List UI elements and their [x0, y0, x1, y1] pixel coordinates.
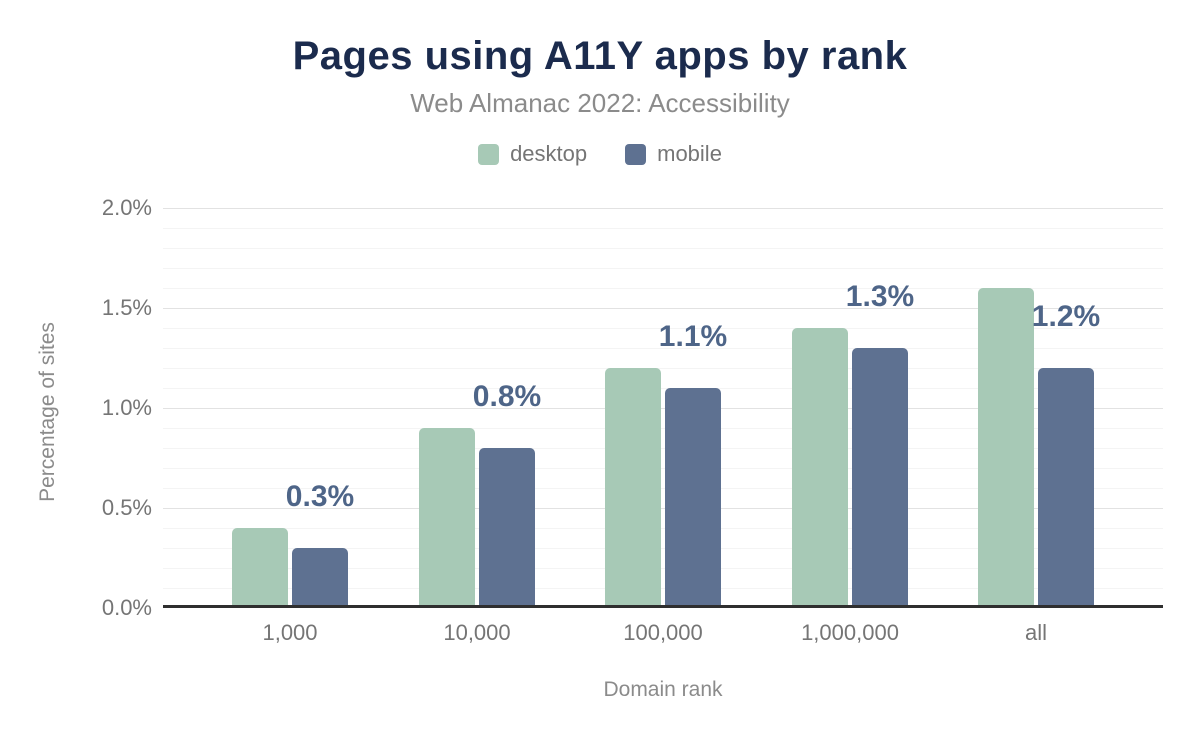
x-tick-label: all: [1024, 620, 1047, 645]
minor-gridline: [163, 268, 1163, 269]
y-tick-label: 1.0%: [101, 395, 152, 420]
minor-gridline: [163, 568, 1163, 569]
y-tick-label: 1.5%: [101, 295, 152, 320]
major-gridline: [163, 508, 1163, 509]
bar-desktop: [605, 368, 661, 608]
mobile-swatch-icon: [625, 143, 647, 165]
bar-mobile: [1038, 368, 1094, 608]
minor-gridline: [163, 228, 1163, 229]
minor-gridline: [163, 488, 1163, 489]
minor-gridline: [163, 548, 1163, 549]
legend-item-mobile: mobile: [625, 141, 722, 167]
y-tick-label: 0.0%: [101, 595, 152, 620]
bar-mobile: [665, 388, 721, 608]
x-tick-label: 1,000: [262, 620, 318, 645]
bar-mobile: [852, 348, 908, 608]
minor-gridline: [163, 328, 1163, 329]
minor-gridline: [163, 248, 1163, 249]
minor-gridline: [163, 428, 1163, 429]
chart-subtitle: Web Almanac 2022: Accessibility: [410, 88, 790, 118]
value-label: 1.1%: [658, 320, 728, 353]
y-tick-label: 2.0%: [101, 195, 152, 220]
value-label: 1.3%: [845, 280, 915, 313]
value-label: 1.2%: [1031, 300, 1101, 333]
bar-mobile: [479, 448, 535, 608]
legend: desktop mobile: [0, 141, 1200, 167]
y-axis-title: Percentage of sites: [36, 322, 59, 502]
minor-gridline: [163, 528, 1163, 529]
legend-item-desktop: desktop: [478, 141, 587, 167]
minor-gridline: [163, 588, 1163, 589]
bar-desktop: [978, 288, 1034, 608]
major-gridline: [163, 408, 1163, 409]
value-label: 0.3%: [285, 480, 355, 513]
value-label: 0.8%: [472, 380, 542, 413]
bar-desktop: [792, 328, 848, 608]
x-tick-label: 1,000,000: [801, 620, 899, 645]
minor-gridline: [163, 388, 1163, 389]
minor-gridline: [163, 468, 1163, 469]
major-gridline: [163, 208, 1163, 209]
x-tick-label: 100,000: [623, 620, 703, 645]
legend-label-mobile: mobile: [657, 141, 722, 166]
minor-gridline: [163, 348, 1163, 349]
bar-mobile: [292, 548, 348, 608]
minor-gridline: [163, 448, 1163, 449]
legend-label-desktop: desktop: [510, 141, 588, 166]
minor-gridline: [163, 368, 1163, 369]
x-axis-line: [163, 605, 1163, 608]
major-gridline: [163, 308, 1163, 309]
x-tick-label: 10,000: [443, 620, 511, 645]
y-tick-label: 0.5%: [101, 495, 152, 520]
bar-desktop: [232, 528, 288, 608]
bar-desktop: [419, 428, 475, 608]
chart-title: Pages using A11Y apps by rank: [292, 34, 908, 78]
minor-gridline: [163, 288, 1163, 289]
x-axis-title: Domain rank: [603, 678, 723, 701]
desktop-swatch-icon: [478, 143, 500, 165]
